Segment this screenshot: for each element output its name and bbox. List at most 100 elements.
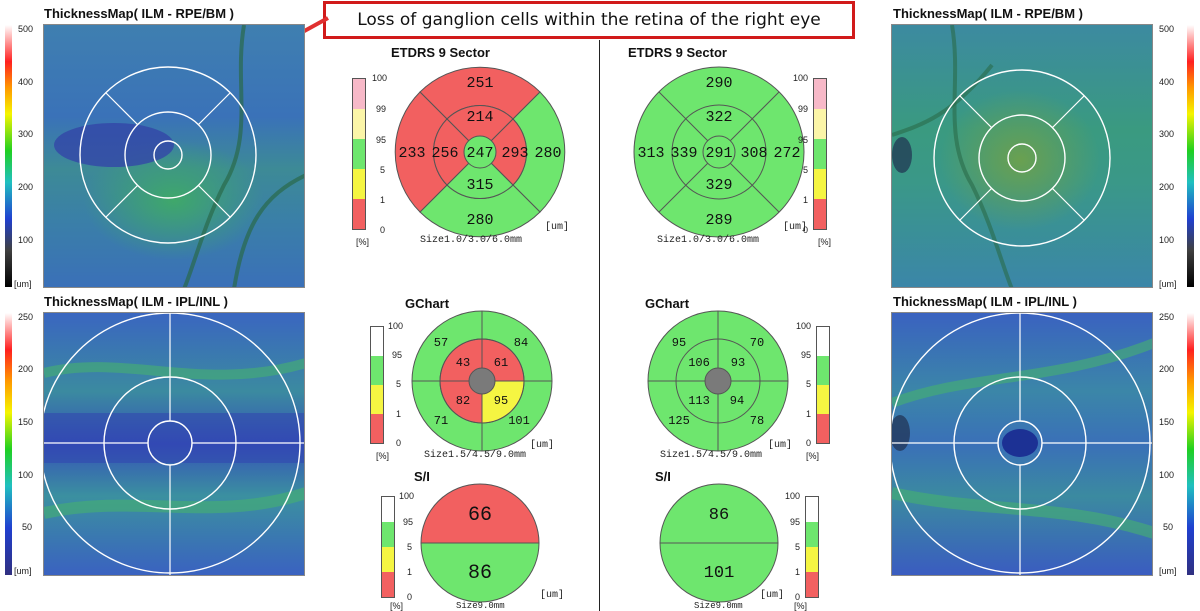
norm-label: 1 — [794, 567, 800, 577]
left-etdrs-size: Size1.0/3.0/6.0mm — [420, 235, 523, 246]
si-value: 86 — [709, 506, 729, 525]
etdrs-value: 313 — [637, 145, 664, 162]
gchart-value: 101 — [508, 414, 530, 428]
norm-label: 5 — [805, 379, 811, 389]
norm-label: 1 — [805, 409, 811, 419]
norm-label: 95 — [797, 135, 808, 145]
norm-label: 100 — [792, 73, 808, 83]
scale-label: 100 — [18, 235, 34, 245]
etdrs-value: 289 — [705, 212, 732, 229]
norm-unit: [%] — [818, 237, 832, 247]
norm-label: 0 — [407, 592, 413, 602]
gchart-value: 71 — [434, 414, 448, 428]
gchart-value: 106 — [688, 356, 710, 370]
scale-label: 300 — [18, 129, 34, 139]
scale-label: 200 — [1159, 364, 1175, 374]
left-thickness-map-bottom — [43, 312, 305, 576]
norm-label: 95 — [800, 350, 811, 360]
scale-unit: [um] — [14, 279, 32, 289]
norm-label: 100 — [372, 73, 388, 83]
norm-label: 95 — [403, 517, 414, 527]
gchart-value: 95 — [672, 336, 686, 350]
norm-label: 0 — [805, 438, 811, 448]
norm-label: 0 — [380, 225, 386, 235]
right-gchart-fovea — [704, 367, 732, 395]
norm-label: 0 — [794, 592, 800, 602]
norm-label: 5 — [380, 165, 386, 175]
scale-label: 150 — [18, 417, 34, 427]
scale-label: 500 — [18, 24, 34, 34]
norm-label: 95 — [376, 135, 387, 145]
gchart-value: 94 — [730, 394, 744, 408]
gchart-value: 84 — [514, 336, 528, 350]
right-gchart-chart: 95 70 106 93 113 94 125 78 — [647, 310, 789, 452]
etdrs-value: 272 — [773, 145, 800, 162]
center-divider — [599, 40, 600, 611]
left-thickness-map-top — [43, 24, 305, 288]
etdrs-value: 339 — [670, 145, 697, 162]
norm-label: 5 — [396, 379, 402, 389]
norm-label: 1 — [380, 195, 386, 205]
right-map-bottom-title: ThicknessMap( ILM - IPL/INL ) — [893, 294, 1077, 309]
etdrs-value: 251 — [466, 75, 493, 92]
etdrs-value: 308 — [740, 145, 767, 162]
gchart-value: 82 — [456, 394, 470, 408]
right-map-top-title: ThicknessMap( ILM - RPE/BM ) — [893, 6, 1083, 21]
norm-label: 95 — [789, 517, 800, 527]
si-value: 86 — [468, 562, 492, 585]
left-si-unit: [um] — [540, 590, 565, 601]
left-etdrs-title: ETDRS 9 Sector — [391, 45, 490, 60]
gchart-value: 78 — [750, 414, 764, 428]
norm-label: 95 — [392, 350, 403, 360]
right-etdrs-norm-scale — [813, 78, 827, 230]
left-gchart-size: Size1.5/4.5/9.0mm — [424, 450, 527, 461]
scale-label: 50 — [1163, 522, 1174, 532]
norm-unit: [%] — [390, 601, 404, 611]
left-gchart-norm-scale — [370, 326, 384, 444]
scale-label: 100 — [18, 470, 34, 480]
right-si-superior — [659, 483, 779, 544]
gchart-value: 61 — [494, 356, 508, 370]
gchart-value: 57 — [434, 336, 448, 350]
si-value: 101 — [704, 564, 735, 583]
etdrs-value: 329 — [705, 177, 732, 194]
norm-unit: [%] — [376, 451, 390, 461]
right-etdrs-title: ETDRS 9 Sector — [628, 45, 727, 60]
norm-label: 100 — [388, 321, 404, 331]
norm-label: 99 — [797, 104, 808, 114]
norm-label: 5 — [407, 542, 413, 552]
left-gchart-chart: 57 84 43 61 82 95 71 101 — [411, 310, 553, 452]
gchart-value: 113 — [688, 394, 710, 408]
gchart-value: 125 — [668, 414, 690, 428]
left-gchart-unit: [um] — [530, 440, 555, 451]
left-etdrs-chart: 251 214 233 256 247 293 280 315 280 — [394, 66, 566, 238]
norm-label: 100 — [399, 491, 415, 501]
right-gchart-norm-scale — [816, 326, 830, 444]
right-gchart-size: Size1.5/4.5/9.0mm — [660, 450, 763, 461]
norm-label: 1 — [396, 409, 402, 419]
right-etdrs-size: Size1.0/3.0/6.0mm — [657, 235, 760, 246]
scale-label: 250 — [1159, 312, 1175, 322]
right-gchart-title: GChart — [645, 296, 690, 311]
right-top-colorbar — [1187, 25, 1194, 287]
norm-unit: [%] — [356, 237, 370, 247]
norm-label: 99 — [376, 104, 387, 114]
right-bottom-colorbar — [1187, 313, 1194, 575]
left-si-inferior — [420, 542, 540, 603]
scale-label: 400 — [18, 77, 34, 87]
scale-label: 100 — [1159, 235, 1175, 245]
left-gchart-title: GChart — [405, 296, 450, 311]
norm-label: 0 — [396, 438, 402, 448]
scale-label: 150 — [1159, 417, 1175, 427]
scale-label: 400 — [1159, 77, 1175, 87]
right-si-unit: [um] — [760, 590, 785, 601]
right-si-inferior — [659, 542, 779, 603]
etdrs-value: 315 — [466, 177, 493, 194]
norm-label: 0 — [802, 225, 808, 235]
etdrs-value: 280 — [466, 212, 493, 229]
right-si-size: Size9.0mm — [694, 601, 743, 611]
scale-label: 50 — [22, 522, 33, 532]
etdrs-value: 280 — [534, 145, 561, 162]
left-map-top-title: ThicknessMap( ILM - RPE/BM ) — [44, 6, 234, 21]
left-etdrs-norm-scale — [352, 78, 366, 230]
